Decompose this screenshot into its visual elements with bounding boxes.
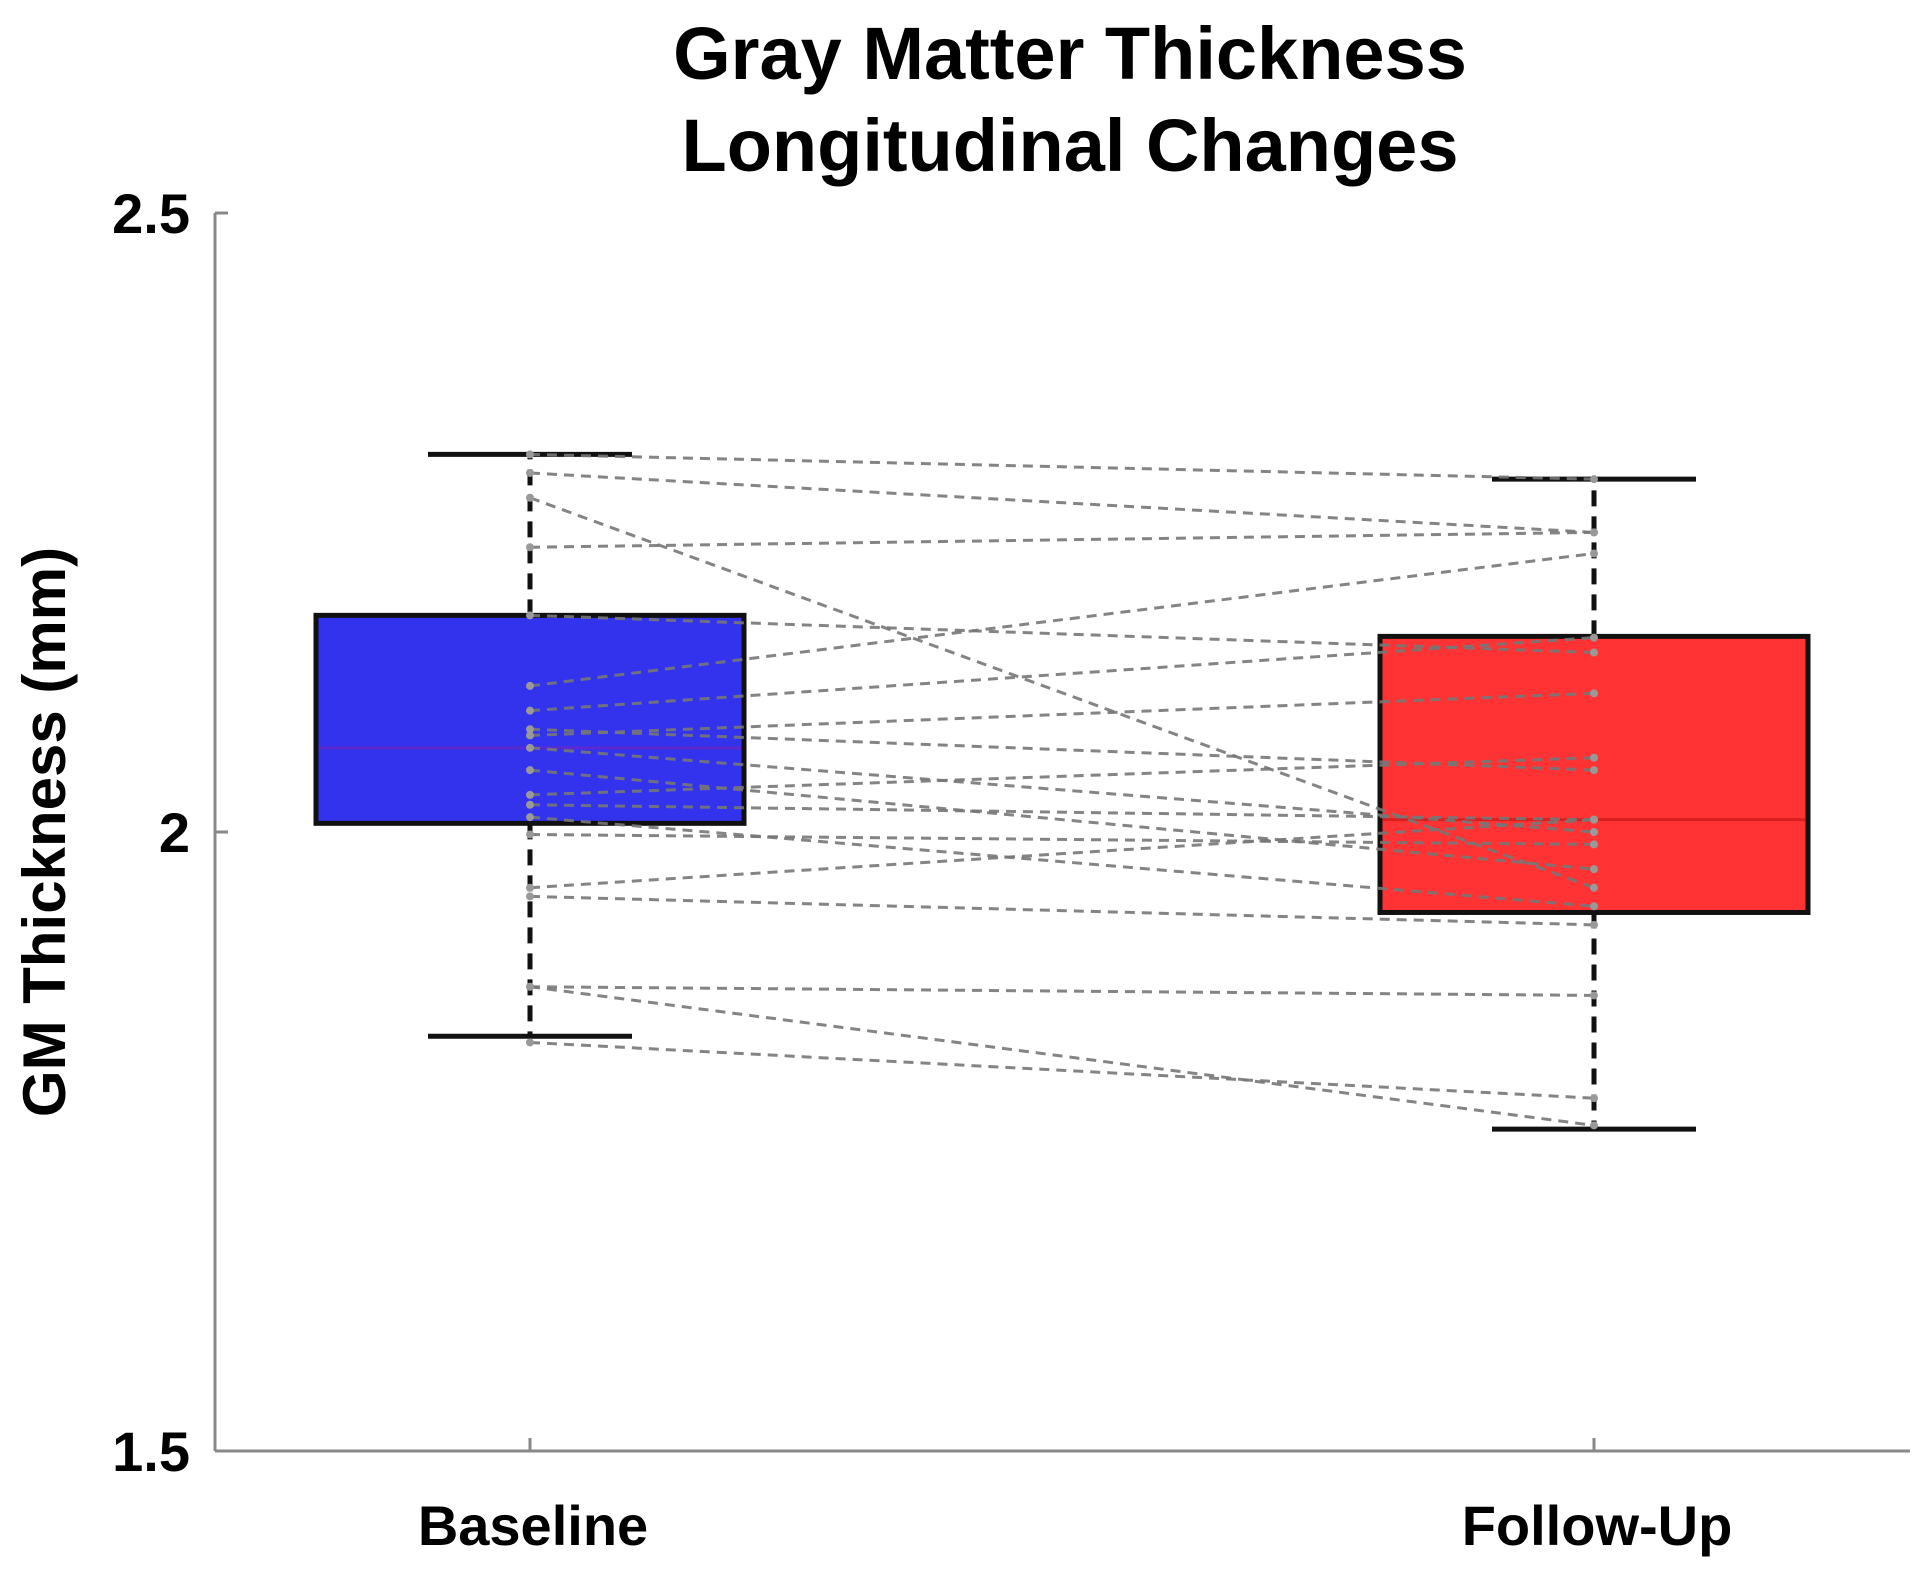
subject-point-baseline <box>526 790 534 799</box>
subject-point-baseline <box>526 766 534 775</box>
subject-point-baseline <box>526 892 534 901</box>
y-tick-label: 2.5 <box>112 182 190 245</box>
subject-point-followup <box>1590 753 1598 762</box>
subject-point-baseline <box>526 450 534 459</box>
subject-point-baseline <box>526 543 534 552</box>
subject-point-followup <box>1590 883 1598 892</box>
axis-labels: GM Thickness (mm) 1.5 2 2.5 Baseline Follow-… <box>11 182 1732 1557</box>
subject-line <box>529 530 1595 549</box>
subject-point-followup <box>1590 1121 1598 1130</box>
subject-point-baseline <box>526 813 534 822</box>
subject-point-followup <box>1590 815 1598 824</box>
subject-line <box>529 452 1595 481</box>
chart-title-line-1: Gray Matter Thickness <box>673 12 1467 95</box>
x-tick-label: Baseline <box>418 1494 648 1557</box>
subject-line <box>529 471 1595 534</box>
subject-line <box>529 894 1595 927</box>
subject-point-followup <box>1590 902 1598 911</box>
subject-point-followup <box>1590 689 1598 698</box>
subject-point-followup <box>1590 766 1598 775</box>
subject-point-followup <box>1590 991 1598 1000</box>
tick-marks <box>215 211 1596 1453</box>
subject-line <box>529 832 1595 846</box>
subject-line <box>529 756 1595 797</box>
subject-line <box>529 1040 1595 1100</box>
subject-point-followup <box>1590 528 1598 537</box>
subject-point-baseline <box>526 681 534 690</box>
subject-point-followup <box>1590 549 1598 558</box>
subject-line <box>529 985 1595 997</box>
y-axis-label: GM Thickness (mm) <box>11 547 78 1117</box>
subject-point-baseline <box>526 883 534 892</box>
subject-line <box>529 613 1595 654</box>
subject-line <box>529 818 1595 890</box>
y-tick-label: 1.5 <box>112 1420 190 1483</box>
subject-line <box>529 636 1595 713</box>
subject-point-followup <box>1590 840 1598 849</box>
subject-line <box>529 985 1595 1127</box>
subject-point-baseline <box>526 706 534 715</box>
subject-line <box>529 551 1595 688</box>
chart-title-line-2: Longitudinal Changes <box>681 104 1459 187</box>
subject-line <box>529 496 1595 890</box>
subject-point-baseline <box>526 982 534 991</box>
subject-point-followup <box>1590 648 1598 657</box>
subject-point-followup <box>1590 475 1598 484</box>
subject-point-followup <box>1590 1094 1598 1103</box>
x-tick-label: Follow-Up <box>1462 1494 1733 1557</box>
subject-point-baseline <box>526 800 534 809</box>
subject-point-followup <box>1590 865 1598 874</box>
subject-point-baseline <box>526 830 534 839</box>
subject-line <box>529 691 1595 737</box>
subject-point-baseline <box>526 743 534 752</box>
subject-point-baseline <box>526 1038 534 1047</box>
subject-line <box>529 768 1595 871</box>
subject-point-baseline <box>526 468 534 477</box>
subject-line <box>529 815 1595 908</box>
subject-point-followup <box>1590 920 1598 929</box>
subject-point-baseline <box>526 493 534 502</box>
subject-point-followup <box>1590 633 1598 642</box>
subject-point-followup <box>1590 828 1598 836</box>
chart-title: Gray Matter Thickness Longitudinal Chang… <box>0 8 1920 192</box>
subject-point-baseline <box>526 731 534 740</box>
box-follow-up <box>1377 476 1811 1132</box>
y-tick-label: 2 <box>159 801 190 864</box>
subject-point-baseline <box>526 611 534 620</box>
subject-lines <box>526 450 1598 1130</box>
subject-line <box>529 803 1595 822</box>
subject-point-baseline <box>526 725 534 734</box>
